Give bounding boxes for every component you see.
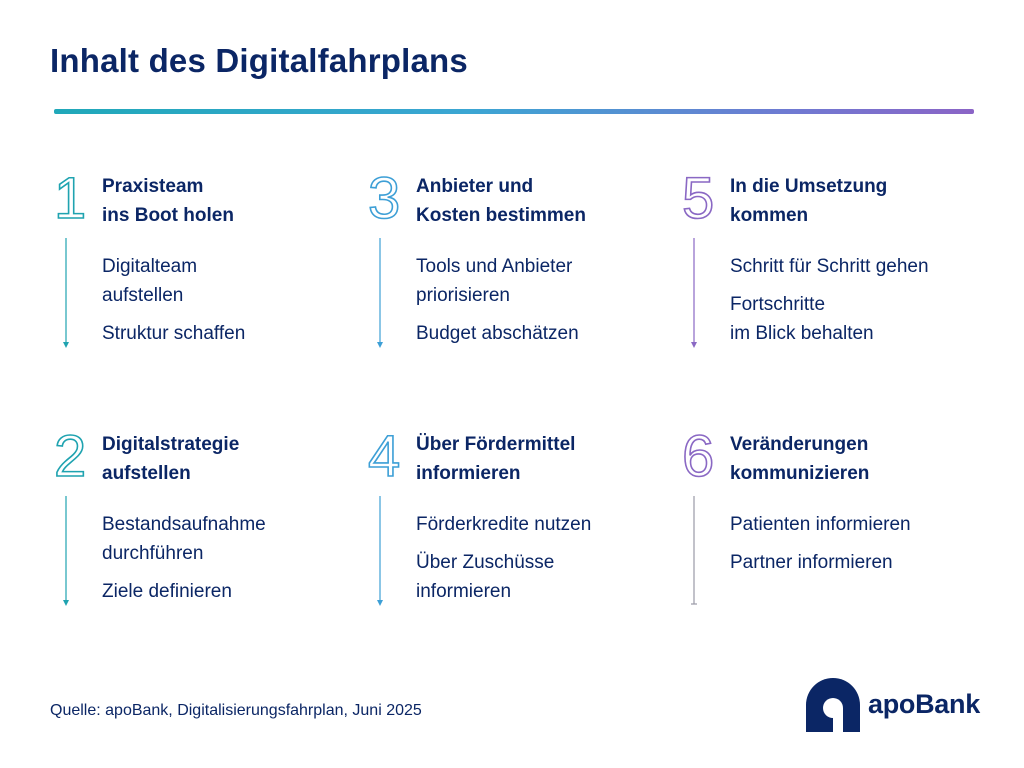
step-items: Patienten informieren Partner informiere… bbox=[730, 510, 980, 586]
arrow-down-icon bbox=[691, 238, 697, 348]
list-item: Tools und Anbieter priorisieren bbox=[416, 256, 573, 306]
svg-text:5: 5 bbox=[682, 170, 714, 226]
page-title: Inhalt des Digitalfahrplans bbox=[50, 42, 468, 79]
step-4: 4 Über Fördermittel informieren Förderkr… bbox=[366, 428, 666, 628]
step-items: Förderkredite nutzen Über Zuschüsse info… bbox=[416, 510, 666, 615]
list-item: Digitalteam aufstellen bbox=[102, 256, 198, 306]
gradient-divider bbox=[54, 109, 974, 114]
arrow-down-icon bbox=[63, 238, 69, 348]
apobank-logo: apoBank bbox=[806, 678, 981, 732]
list-item: Fortschritte im Blick behalten bbox=[730, 294, 874, 344]
step-3: 3 Anbieter und Kosten bestimmen Tools un… bbox=[366, 170, 666, 370]
step-title: Digitalstrategie aufstellen bbox=[102, 434, 240, 484]
svg-text:1: 1 bbox=[54, 170, 86, 226]
list-item: Partner informieren bbox=[730, 552, 893, 573]
svg-text:6: 6 bbox=[682, 428, 714, 484]
list-item: Ziele definieren bbox=[102, 581, 232, 602]
step-6: 6 Veränderungen kommunizieren Patienten … bbox=[680, 428, 980, 628]
arrow-down-icon bbox=[377, 238, 383, 348]
step-number-5: 5 bbox=[680, 170, 730, 230]
source-note: Quelle: apoBank, Digitalisierungsfahrpla… bbox=[50, 702, 422, 719]
step-items: Bestandsaufnahme durchführen Ziele defin… bbox=[102, 510, 352, 615]
step-number-3: 3 bbox=[366, 170, 416, 230]
step-title: In die Umsetzung kommen bbox=[730, 176, 888, 226]
step-number-4: 4 bbox=[366, 428, 416, 488]
arrow-down-icon bbox=[377, 496, 383, 606]
step-items: Schritt für Schritt gehen Fortschritte i… bbox=[730, 252, 980, 357]
step-1: 1 Praxisteam ins Boot holen Digitalteam … bbox=[52, 170, 352, 370]
step-2: 2 Digitalstrategie aufstellen Bestandsau… bbox=[52, 428, 352, 628]
step-5: 5 In die Umsetzung kommen Schritt für Sc… bbox=[680, 170, 980, 370]
svg-text:4: 4 bbox=[368, 428, 400, 484]
list-item: Bestandsaufnahme durchführen bbox=[102, 514, 266, 564]
list-item: Struktur schaffen bbox=[102, 323, 246, 344]
list-item: Schritt für Schritt gehen bbox=[730, 256, 929, 277]
step-number-1: 1 bbox=[52, 170, 102, 230]
list-item: Förderkredite nutzen bbox=[416, 514, 592, 535]
step-number-6: 6 bbox=[680, 428, 730, 488]
step-number-2: 2 bbox=[52, 428, 102, 488]
step-title: Praxisteam ins Boot holen bbox=[102, 176, 234, 226]
list-item: Patienten informieren bbox=[730, 514, 911, 535]
svg-text:3: 3 bbox=[368, 170, 400, 226]
step-title: Über Fördermittel informieren bbox=[416, 434, 576, 484]
list-item: Budget abschätzen bbox=[416, 323, 579, 344]
list-item: Über Zuschüsse informieren bbox=[416, 552, 555, 602]
svg-text:2: 2 bbox=[54, 428, 86, 484]
arrow-down-icon bbox=[63, 496, 69, 606]
end-line-icon bbox=[691, 496, 697, 605]
step-items: Tools und Anbieter priorisieren Budget a… bbox=[416, 252, 666, 357]
step-title: Anbieter und Kosten bestimmen bbox=[416, 176, 586, 226]
step-items: Digitalteam aufstellen Struktur schaffen bbox=[102, 252, 352, 357]
step-title: Veränderungen kommunizieren bbox=[730, 434, 870, 484]
logo-text: apoBank bbox=[868, 689, 980, 719]
apobank-logo-icon bbox=[806, 678, 860, 732]
